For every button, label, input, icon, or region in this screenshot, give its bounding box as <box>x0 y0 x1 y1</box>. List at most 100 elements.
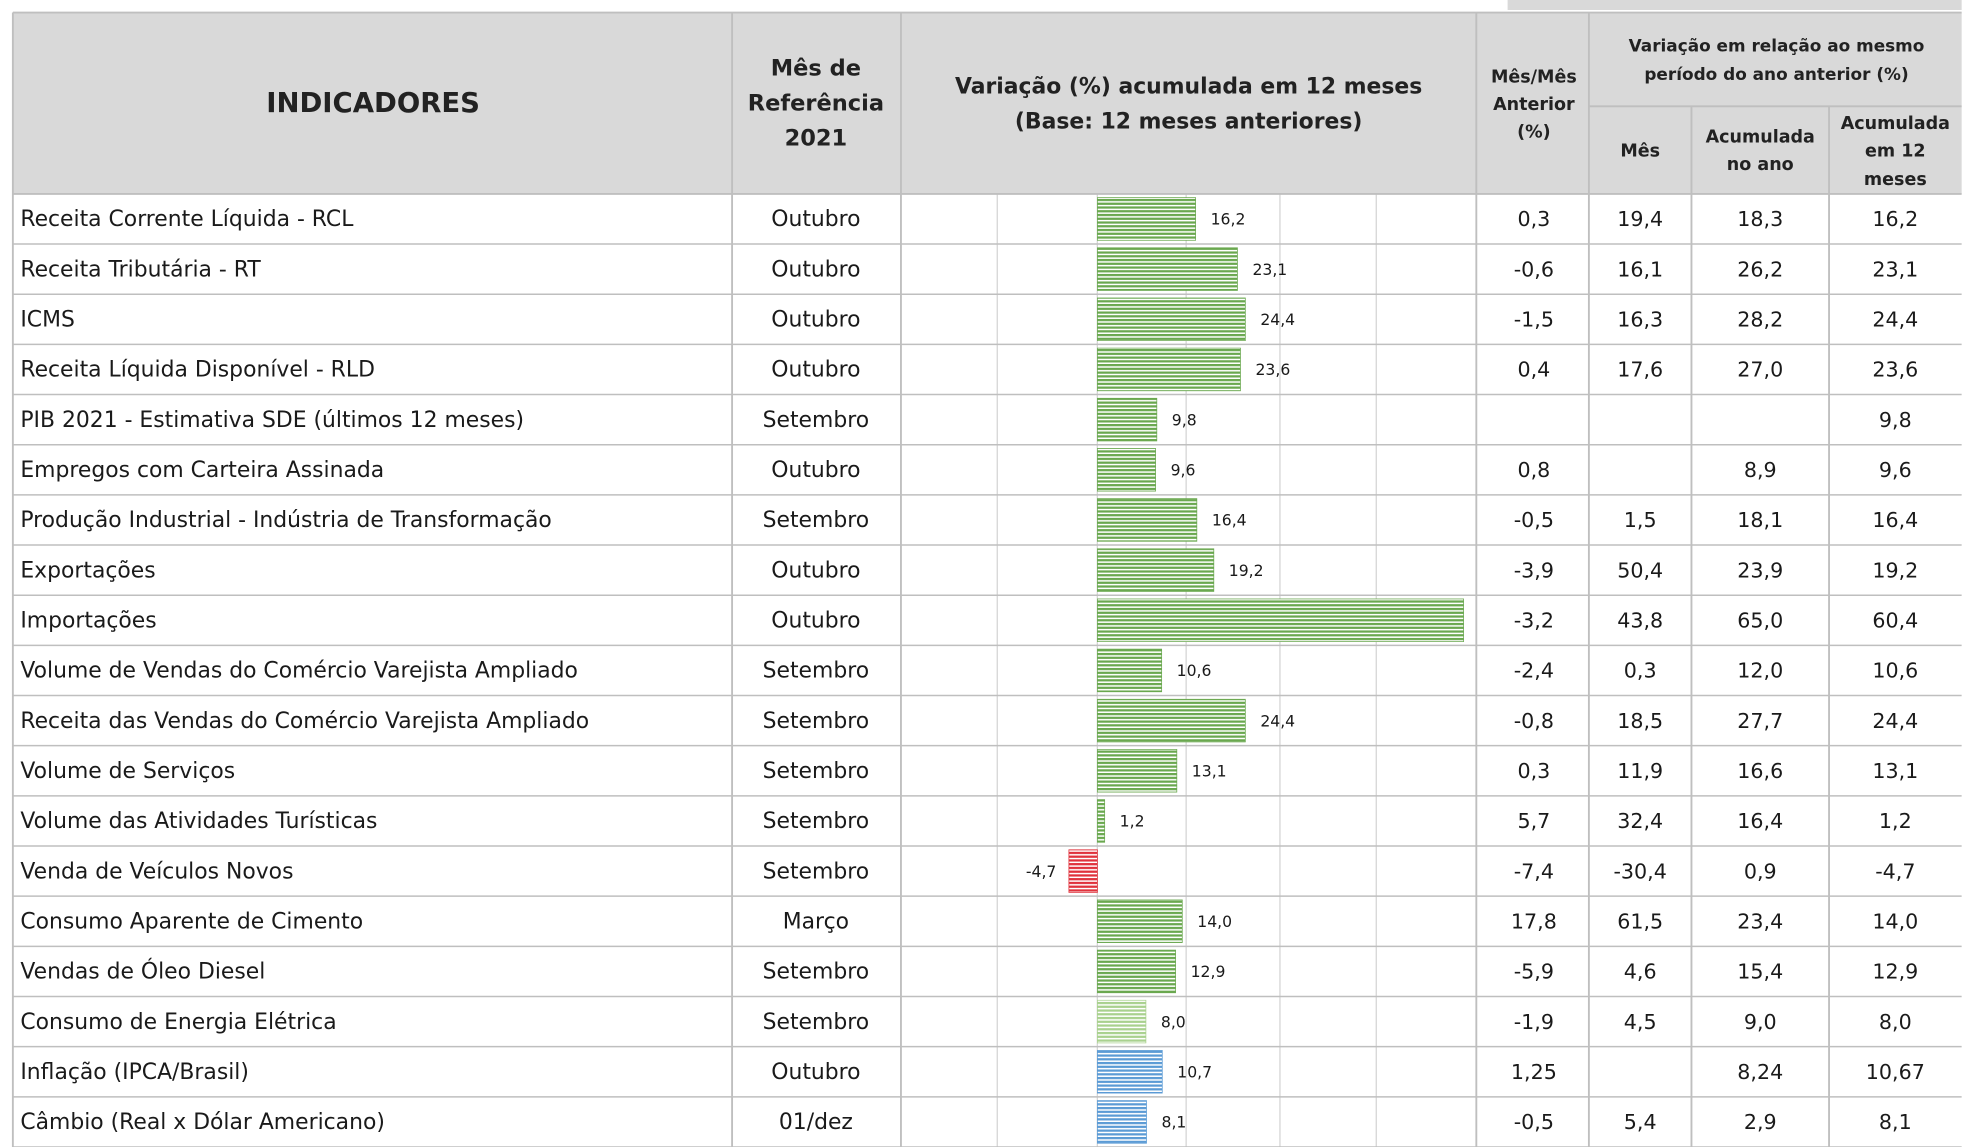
value-yoy-12m: 19,2 <box>1872 558 1918 582</box>
bar <box>1097 397 1158 442</box>
header-yoy-12m: meses <box>1864 170 1927 190</box>
value-yoy-12m: 8,1 <box>1879 1110 1912 1134</box>
value-yoy-12m: 9,6 <box>1879 458 1912 482</box>
bar-label: 9,6 <box>1171 461 1196 480</box>
bar <box>1097 448 1156 492</box>
value-yoy-12m: 9,8 <box>1879 408 1912 432</box>
bar-label: 23,1 <box>1252 260 1287 279</box>
value-yoy-month: 61,5 <box>1617 910 1663 934</box>
value-yoy-ytd: 23,4 <box>1737 910 1783 934</box>
reference-month: Setembro <box>763 759 869 784</box>
value-yoy-month: 4,6 <box>1624 960 1657 984</box>
bar <box>1097 749 1178 793</box>
value-yoy-12m: 14,0 <box>1872 910 1918 934</box>
reference-month: Setembro <box>763 659 869 684</box>
reference-month: Setembro <box>763 709 869 734</box>
value-mom: -2,4 <box>1514 659 1554 683</box>
bar <box>1097 548 1215 592</box>
bar <box>1068 849 1098 893</box>
indicator: Câmbio (Real x Dólar Americano) <box>20 1110 385 1135</box>
bar-label: 23,6 <box>1255 360 1290 379</box>
bar-label: 13,1 <box>1192 762 1227 781</box>
bar-label: 10,6 <box>1177 661 1212 680</box>
bar <box>1097 949 1176 994</box>
bar-label: 24,4 <box>1260 711 1295 730</box>
value-yoy-month: 16,1 <box>1617 257 1663 281</box>
reference-month: 01/dez <box>779 1110 853 1135</box>
bar-label: 8,1 <box>1162 1113 1187 1132</box>
value-yoy-ytd: 28,2 <box>1737 308 1783 332</box>
bar <box>1097 1100 1147 1144</box>
reference-month: Outubro <box>771 257 860 282</box>
indicator: Consumo de Energia Elétrica <box>20 1010 336 1035</box>
reference-month: Setembro <box>763 1010 869 1035</box>
bar-label: 8,0 <box>1161 1012 1186 1031</box>
bar-label: 1,2 <box>1120 812 1145 831</box>
reference-month: Outubro <box>771 358 860 383</box>
bar <box>1097 347 1241 392</box>
reference-month: Outubro <box>771 458 860 483</box>
header-yoy-ytd: no ano <box>1727 155 1794 175</box>
reference-month: Setembro <box>763 809 869 834</box>
value-mom: -0,5 <box>1514 508 1554 532</box>
value-mom: -0,5 <box>1514 1110 1554 1134</box>
value-mom: 0,8 <box>1517 458 1550 482</box>
value-mom: 1,25 <box>1511 1060 1557 1084</box>
header-indicators: INDICADORES <box>266 87 480 119</box>
header-yoy-12m: Acumulada <box>1841 114 1950 134</box>
indicator: Receita das Vendas do Comércio Varejista… <box>20 709 589 734</box>
indicator: ICMS <box>20 308 74 333</box>
bar <box>1097 648 1163 693</box>
header-yoy: período do ano anterior (%) <box>1644 64 1908 84</box>
value-mom: -3,9 <box>1514 558 1554 582</box>
indicator: Produção Industrial - Indústria de Trans… <box>20 508 551 533</box>
value-yoy-12m: 23,1 <box>1872 257 1918 281</box>
value-yoy-month: 11,9 <box>1617 759 1663 783</box>
reference-month: Outubro <box>771 207 860 232</box>
indicator: Receita Líquida Disponível - RLD <box>20 358 375 383</box>
value-yoy-month: 19,4 <box>1617 207 1663 231</box>
bar-label: 24,4 <box>1260 310 1295 329</box>
bar <box>1097 297 1246 341</box>
value-yoy-month: 4,5 <box>1624 1010 1657 1034</box>
value-yoy-month: 17,6 <box>1617 358 1663 382</box>
value-yoy-ytd: 16,6 <box>1737 759 1783 783</box>
reference-month: Outubro <box>771 558 860 583</box>
top-strip <box>1507 0 1962 11</box>
value-yoy-ytd: 27,7 <box>1737 709 1783 733</box>
value-yoy-month: 5,4 <box>1624 1110 1657 1134</box>
header-yoy-12m: em 12 <box>1865 141 1926 161</box>
value-yoy-ytd: 2,9 <box>1744 1110 1777 1134</box>
value-yoy-ytd: 27,0 <box>1737 358 1783 382</box>
value-yoy-12m: 10,67 <box>1866 1060 1925 1084</box>
reference-month: Março <box>783 910 849 935</box>
value-yoy-ytd: 18,3 <box>1737 207 1783 231</box>
bar <box>1097 498 1198 542</box>
value-yoy-12m: 13,1 <box>1872 759 1918 783</box>
header-month: Referência <box>748 90 884 116</box>
header-mom: (%) <box>1517 123 1551 143</box>
header-yoy: Variação em relação ao mesmo <box>1629 35 1925 55</box>
value-yoy-ytd: 8,9 <box>1744 458 1777 482</box>
value-yoy-ytd: 18,1 <box>1737 508 1783 532</box>
indicator: Vendas de Óleo Diesel <box>20 959 265 985</box>
value-yoy-12m: 12,9 <box>1872 960 1918 984</box>
value-yoy-ytd: 16,4 <box>1737 809 1783 833</box>
bar <box>1097 999 1147 1044</box>
header-yoy-month: Mês <box>1620 141 1660 161</box>
reference-month: Outubro <box>771 1060 860 1085</box>
value-mom: -0,8 <box>1514 709 1554 733</box>
value-yoy-month: 43,8 <box>1617 609 1663 633</box>
value-mom: 0,4 <box>1517 358 1550 382</box>
indicator: Venda de Veículos Novos <box>20 859 293 884</box>
header-background <box>12 12 1962 194</box>
value-yoy-month: 32,4 <box>1617 809 1663 833</box>
reference-month: Setembro <box>763 960 869 985</box>
value-yoy-12m: 16,2 <box>1872 207 1918 231</box>
value-yoy-month: 50,4 <box>1617 558 1663 582</box>
reference-month: Outubro <box>771 609 860 634</box>
value-yoy-month: 18,5 <box>1617 709 1663 733</box>
value-mom: 5,7 <box>1517 809 1550 833</box>
